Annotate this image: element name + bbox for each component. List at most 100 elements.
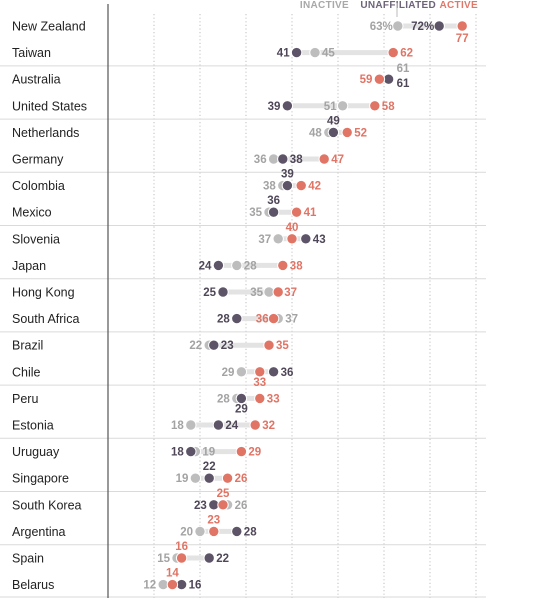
unaffiliated-value-label: 22 — [216, 553, 229, 565]
country-label: Taiwan — [12, 46, 51, 60]
unaffiliated-dot — [212, 259, 225, 272]
unaffiliated-value-label: 23 — [194, 500, 207, 512]
unaffiliated-dot — [277, 153, 289, 165]
legend: INACTIVE UNAFFILIATED ACTIVE — [300, 0, 478, 17]
country-row-argentina: Argentina 20 28 23 — [12, 514, 257, 539]
unaffiliated-value-label: 23 — [221, 340, 234, 352]
inactive-value-label: 22 — [189, 340, 202, 352]
inactive-value-label: 63% — [370, 21, 393, 33]
unaffiliated-dot — [203, 472, 215, 484]
inactive-dot — [272, 233, 284, 245]
country-label: Belarus — [12, 578, 54, 592]
country-row-japan: Japan 28 24 38 — [12, 259, 303, 273]
active-dot — [341, 126, 353, 139]
country-row-colombia: Colombia 38 39 42 — [12, 169, 321, 194]
active-dot — [290, 206, 303, 218]
inactive-dot — [235, 366, 248, 378]
active-dot — [166, 578, 179, 591]
country-row-south-korea: South Korea 26 23 25 — [12, 488, 247, 513]
country-row-netherlands: Netherlands 48 49 52 — [12, 115, 367, 139]
inactive-value-label: 19 — [176, 473, 189, 485]
country-label: Singapore — [12, 472, 69, 486]
country-row-germany: Germany 36 38 47 — [12, 153, 344, 167]
inactive-value-label: 18 — [171, 420, 184, 432]
active-dot — [175, 552, 188, 564]
legend-unaffiliated: UNAFFILIATED — [360, 0, 436, 11]
unaffiliated-value-label: 38 — [290, 154, 303, 166]
pair-separators — [0, 65, 486, 598]
unaffiliated-value-label: 24 — [199, 260, 212, 272]
active-value-label: 38 — [290, 260, 303, 272]
active-dot — [254, 392, 266, 405]
unaffiliated-value-label: 22 — [203, 461, 216, 473]
active-value-label: 42 — [308, 181, 321, 193]
unaffiliated-value-label: 16 — [189, 580, 202, 592]
country-label: Peru — [12, 392, 38, 406]
unaffiliated-value-label: 28 — [244, 526, 257, 538]
inactive-dot — [336, 100, 349, 112]
inactive-value-label: 45 — [322, 48, 335, 60]
unaffiliated-dot — [203, 552, 215, 564]
inactive-dot — [194, 525, 206, 538]
active-value-label: 40 — [286, 222, 299, 234]
active-value-label: 58 — [382, 101, 395, 113]
inactive-value-label: 20 — [180, 526, 193, 538]
active-value-label: 29 — [248, 447, 261, 459]
country-label: Australia — [12, 73, 61, 87]
active-value-label: 14 — [166, 568, 179, 580]
unaffiliated-value-label: 41 — [277, 48, 290, 60]
country-row-mexico: Mexico 35 36 41 — [12, 195, 317, 220]
inactive-dot — [189, 472, 202, 484]
active-value-label: 33 — [253, 377, 266, 389]
country-row-south-africa: South Africa 37 28 36 — [12, 312, 298, 326]
country-row-singapore: Singapore 19 22 26 — [12, 461, 247, 486]
active-dot — [263, 339, 275, 351]
unaffiliated-dot — [281, 179, 294, 192]
country-row-peru: Peru 28 29 33 — [12, 392, 280, 416]
active-value-label: 59 — [360, 74, 373, 86]
country-label: Germany — [12, 153, 64, 167]
active-value-label: 47 — [331, 154, 344, 166]
active-dot — [277, 259, 289, 272]
active-value-label: 32 — [262, 420, 275, 432]
active-dot — [318, 153, 330, 165]
unaffiliated-value-label: 72% — [411, 21, 434, 33]
country-label: Colombia — [12, 179, 65, 193]
unaffiliated-value-label: 43 — [313, 234, 326, 246]
active-value-label: 25 — [217, 488, 230, 500]
unaffiliated-dot — [281, 100, 294, 112]
active-value-label: 41 — [304, 207, 317, 219]
active-value-label: 33 — [267, 393, 280, 405]
inactive-value-label: 35 — [249, 207, 262, 219]
inactive-dot — [185, 419, 197, 431]
unaffiliated-dot — [300, 233, 312, 245]
legend-active: ACTIVE — [440, 0, 478, 11]
country-row-brazil: Brazil 22 23 35 — [12, 339, 289, 353]
active-value-label: 16 — [175, 541, 188, 553]
country-row-belarus: Belarus 12 16 14 — [12, 568, 201, 593]
active-value-label: 36 — [256, 314, 269, 326]
country-label: New Zealand — [12, 20, 86, 34]
unaffiliated-value-label: 24 — [225, 420, 238, 432]
country-row-chile: Chile 29 36 33 — [12, 365, 293, 389]
unaffiliated-value-label: 29 — [235, 403, 248, 415]
unaffiliated-value-label: 18 — [171, 447, 184, 459]
active-value-label: 52 — [354, 127, 367, 139]
inactive-value-label: 38 — [263, 181, 276, 193]
inactive-value-label: 12 — [143, 580, 156, 592]
inactive-value-label: 26 — [235, 500, 248, 512]
unaffiliated-dot — [267, 206, 280, 218]
active-dot — [295, 179, 307, 192]
unaffiliated-dot — [433, 20, 445, 32]
unaffiliated-dot — [208, 339, 220, 351]
legend-inactive: INACTIVE — [300, 0, 349, 11]
unaffiliated-value-label: 36 — [281, 367, 294, 379]
unaffiliated-value-label: 25 — [203, 287, 216, 299]
country-row-australia: Australia 61 61 59 — [12, 63, 410, 90]
unaffiliated-value-label: 61 — [397, 78, 410, 90]
country-label: Spain — [12, 552, 44, 566]
country-label: South Korea — [12, 498, 82, 512]
inactive-value-label: 35 — [250, 287, 263, 299]
country-label: South Africa — [12, 312, 79, 326]
